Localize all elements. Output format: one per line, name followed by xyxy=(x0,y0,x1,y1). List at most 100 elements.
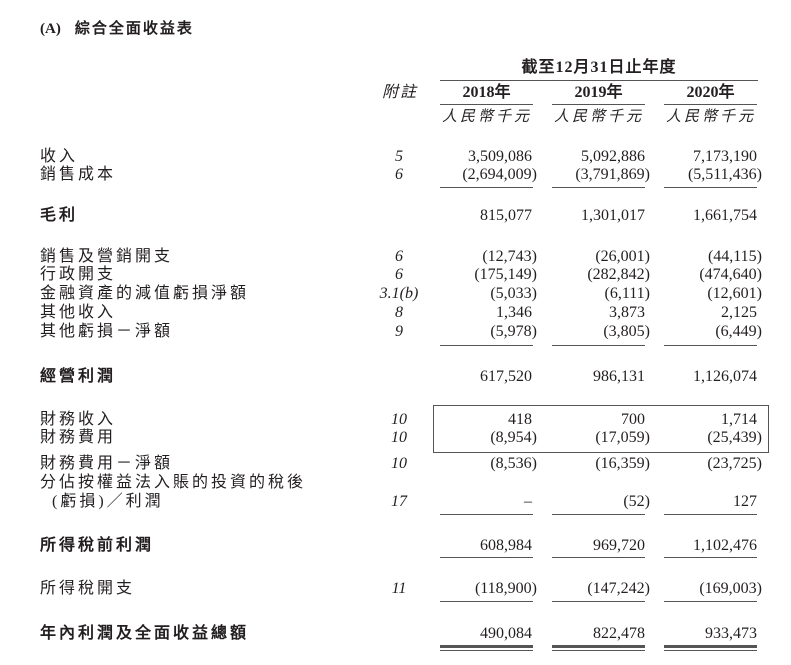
value-cell: (6,111) xyxy=(604,285,650,302)
value-cell: – xyxy=(524,493,532,510)
unit-label: 人民幣千元 xyxy=(665,109,756,125)
value-cell: (282,842) xyxy=(587,266,650,283)
row-label: 收入 xyxy=(40,148,79,165)
total-underline xyxy=(664,557,757,558)
row-label: 財務費用－淨額 xyxy=(40,455,174,472)
value-cell: (44,115) xyxy=(707,248,762,265)
value-cell: 617,520 xyxy=(480,368,532,385)
total-underline xyxy=(552,601,645,602)
total-underline xyxy=(552,187,645,188)
total-underline xyxy=(440,601,533,602)
value-cell: (118,900) xyxy=(474,580,537,597)
row-note: 9 xyxy=(395,323,403,340)
value-cell: (16,359) xyxy=(595,455,650,472)
year-header-2020: 2020年 xyxy=(686,84,735,101)
value-cell: 1,714 xyxy=(721,411,757,428)
value-cell: 608,984 xyxy=(480,537,532,554)
value-cell: (8,536) xyxy=(490,455,537,472)
row-note: 6 xyxy=(395,166,403,183)
value-cell: 986,131 xyxy=(593,368,645,385)
value-cell: 418 xyxy=(508,411,532,428)
value-cell: (474,640) xyxy=(699,266,762,283)
value-cell: 5,092,886 xyxy=(581,148,645,165)
row-note: 6 xyxy=(395,266,403,283)
finance-highlight-box xyxy=(433,405,769,453)
value-cell: 933,473 xyxy=(705,625,757,642)
value-cell: (175,149) xyxy=(474,266,537,283)
row-label: 行政開支 xyxy=(40,266,117,283)
value-cell: (26,001) xyxy=(595,248,650,265)
row-note: 6 xyxy=(395,248,403,265)
value-cell: 7,173,190 xyxy=(693,148,757,165)
total-underline xyxy=(552,650,645,651)
total-underline xyxy=(440,557,533,558)
row-label: 經營利潤 xyxy=(40,368,117,385)
value-cell: (12,601) xyxy=(707,285,762,302)
value-cell: (169,003) xyxy=(699,580,762,597)
value-cell: (147,242) xyxy=(587,580,650,597)
value-cell: (52) xyxy=(623,493,650,510)
total-underline xyxy=(440,345,533,346)
value-cell: 822,478 xyxy=(593,625,645,642)
row-label: 所得稅前利潤 xyxy=(40,537,155,554)
row-note: 17 xyxy=(391,493,407,510)
divider xyxy=(440,80,758,81)
value-cell: 969,720 xyxy=(593,537,645,554)
total-underline xyxy=(664,645,757,648)
value-cell: (8,954) xyxy=(490,429,537,446)
total-underline xyxy=(664,650,757,651)
value-cell: 1,661,754 xyxy=(693,207,757,224)
total-underline xyxy=(552,514,645,515)
value-cell: 700 xyxy=(621,411,645,428)
section-marker: (A) xyxy=(40,21,61,37)
note-header: 附註 xyxy=(381,84,418,101)
row-label: 毛利 xyxy=(40,207,79,224)
year-header-2018: 2018年 xyxy=(462,84,511,101)
value-cell: 1,102,476 xyxy=(693,537,757,554)
value-cell: (17,059) xyxy=(595,429,650,446)
value-cell: 1,346 xyxy=(496,304,532,321)
unit-label: 人民幣千元 xyxy=(441,109,532,125)
row-label: 銷售及營銷開支 xyxy=(40,248,174,265)
total-underline xyxy=(552,557,645,558)
value-cell: 3,509,086 xyxy=(468,148,532,165)
unit-label: 人民幣千元 xyxy=(553,109,644,125)
total-underline xyxy=(664,345,757,346)
value-cell: 815,077 xyxy=(480,207,532,224)
value-cell: (5,511,436) xyxy=(687,166,762,183)
value-cell: 2,125 xyxy=(721,304,757,321)
total-underline xyxy=(552,645,645,648)
row-label: 分佔按權益法入賬的投資的稅後 xyxy=(40,474,307,491)
value-cell: (23,725) xyxy=(707,455,762,472)
value-cell: (3,805) xyxy=(603,323,650,340)
divider xyxy=(552,104,645,105)
value-cell: (5,033) xyxy=(490,285,537,302)
row-label: 銷售成本 xyxy=(40,166,117,183)
value-cell: (2,694,009) xyxy=(462,166,537,183)
total-underline xyxy=(664,187,757,188)
value-cell: (5,978) xyxy=(490,323,537,340)
row-note: 11 xyxy=(391,580,407,597)
row-note: 10 xyxy=(391,455,407,472)
year-header-2019: 2019年 xyxy=(574,84,623,101)
total-underline xyxy=(440,514,533,515)
row-label: 其他收入 xyxy=(40,304,117,321)
value-cell: 1,301,017 xyxy=(581,207,645,224)
total-underline xyxy=(440,187,533,188)
total-underline xyxy=(440,650,533,651)
total-underline xyxy=(440,645,533,648)
total-underline xyxy=(664,601,757,602)
total-underline xyxy=(664,514,757,515)
period-header: 截至12月31日止年度 xyxy=(521,59,677,76)
row-note: 10 xyxy=(391,429,407,446)
value-cell: (3,791,869) xyxy=(575,166,650,183)
section-title: (A) 綜合全面收益表 xyxy=(40,20,194,38)
row-label: 所得稅開支 xyxy=(40,580,136,597)
row-note: 3.1(b) xyxy=(379,285,419,302)
value-cell: 490,084 xyxy=(480,625,532,642)
row-label: 其他虧損－淨額 xyxy=(40,323,174,340)
value-cell: (12,743) xyxy=(482,248,537,265)
value-cell: 3,873 xyxy=(609,304,645,321)
row-label: 財務費用 xyxy=(40,429,117,446)
